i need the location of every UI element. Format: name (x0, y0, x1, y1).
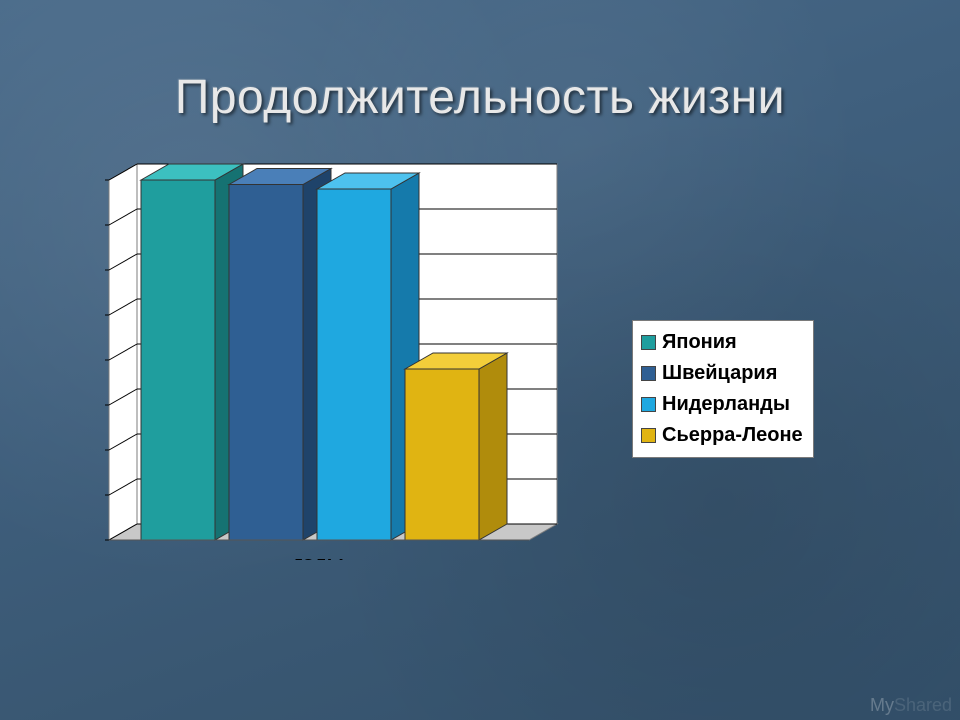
legend-swatch (641, 428, 656, 443)
legend-item: Япония (641, 327, 803, 358)
bar-front (405, 369, 479, 540)
legend-swatch (641, 397, 656, 412)
legend-label: Сьерра-Леоне (662, 420, 803, 451)
life-expectancy-chart: 01020304050607080годы (105, 160, 575, 560)
legend-item: Швейцария (641, 358, 803, 389)
chart-svg: 01020304050607080годы (105, 160, 575, 560)
chart-legend: ЯпонияШвейцарияНидерландыСьерра-Леоне (632, 320, 814, 458)
bar-front (317, 189, 391, 540)
legend-item: Сьерра-Леоне (641, 420, 803, 451)
legend-label: Швейцария (662, 358, 777, 389)
bar-side (479, 353, 507, 540)
watermark-bright: My (870, 695, 894, 715)
slide: Продолжительность жизни 0102030405060708… (0, 0, 960, 720)
bar-front (141, 180, 215, 540)
x-axis-label: годы (294, 553, 344, 560)
legend-swatch (641, 366, 656, 381)
legend-swatch (641, 335, 656, 350)
legend-label: Япония (662, 327, 737, 358)
legend-item: Нидерланды (641, 389, 803, 420)
legend-label: Нидерланды (662, 389, 790, 420)
watermark-dim: Shared (894, 695, 952, 715)
watermark: MyShared (870, 695, 952, 716)
bar-front (229, 185, 303, 541)
slide-title: Продолжительность жизни (0, 70, 960, 125)
